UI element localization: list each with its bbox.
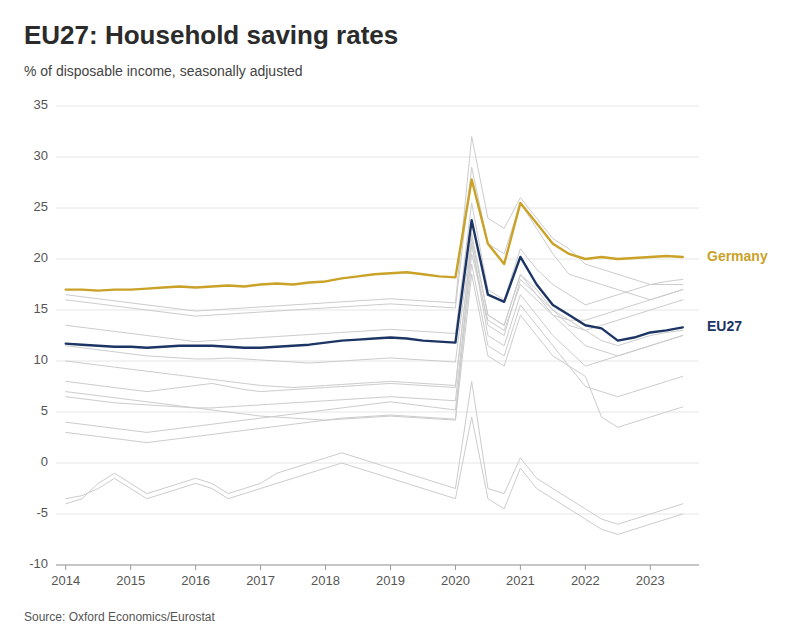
grid xyxy=(56,106,699,565)
grid-line xyxy=(56,157,699,158)
background-line xyxy=(66,264,683,432)
x-tick xyxy=(325,565,326,570)
grid-line xyxy=(56,514,699,515)
y-tick-label: 25 xyxy=(34,199,48,214)
y-tick-label: 30 xyxy=(34,148,48,163)
x-axis-line xyxy=(56,565,699,566)
background xyxy=(0,0,799,635)
background-line xyxy=(66,137,683,311)
x-tick xyxy=(195,565,196,570)
grid-line xyxy=(56,412,699,413)
grid-line xyxy=(56,259,699,260)
series-label: Germany xyxy=(707,248,768,264)
x-tick-label: 2022 xyxy=(571,573,600,588)
x-tick xyxy=(455,565,456,570)
x-tick-label: 2021 xyxy=(506,573,535,588)
background-line xyxy=(66,239,683,392)
background-line xyxy=(66,274,683,427)
x-tick xyxy=(130,565,131,570)
title: EU27: Household saving rates xyxy=(24,20,398,50)
x-tick-label: 2023 xyxy=(636,573,665,588)
y-tick-label: -5 xyxy=(36,505,48,520)
series-line xyxy=(66,220,683,347)
y-tick-label: 15 xyxy=(34,301,48,316)
x-tick-label: 2019 xyxy=(376,573,405,588)
x-tick-label: 2017 xyxy=(246,573,275,588)
x-tick-label: 2015 xyxy=(116,573,145,588)
series-line xyxy=(66,179,683,290)
background-line xyxy=(66,167,683,316)
y-tick-label: 5 xyxy=(41,403,48,418)
background-line xyxy=(66,203,683,342)
series-label: EU27 xyxy=(707,318,742,334)
subtitle: % of disposable income, seasonally adjus… xyxy=(24,63,303,79)
grid-line xyxy=(56,208,699,209)
x-tick xyxy=(585,565,586,570)
x-tick xyxy=(650,565,651,570)
x-tick xyxy=(520,565,521,570)
lines xyxy=(66,137,683,535)
source: Source: Oxford Economics/Eurostat xyxy=(24,610,215,624)
x-tick-label: 2016 xyxy=(181,573,210,588)
y-tick-label: 0 xyxy=(41,454,48,469)
background-line xyxy=(66,234,683,364)
x-tick-label: 2018 xyxy=(311,573,340,588)
x-tick-label: 2014 xyxy=(51,573,80,588)
y-tick-label: 20 xyxy=(34,250,48,265)
y-tick-label: -10 xyxy=(29,556,48,571)
chart: EU27: Household saving rates % of disposa… xyxy=(0,0,799,635)
x-tick-label: 2020 xyxy=(441,573,470,588)
x-tick xyxy=(390,565,391,570)
x-tick xyxy=(260,565,261,570)
y-tick-label: 35 xyxy=(34,97,48,112)
y-tick-label: 10 xyxy=(34,352,48,367)
x-tick xyxy=(65,565,66,570)
grid-line xyxy=(56,463,699,464)
grid-line xyxy=(56,565,699,566)
background-line xyxy=(66,417,683,534)
grid-line xyxy=(56,106,699,107)
